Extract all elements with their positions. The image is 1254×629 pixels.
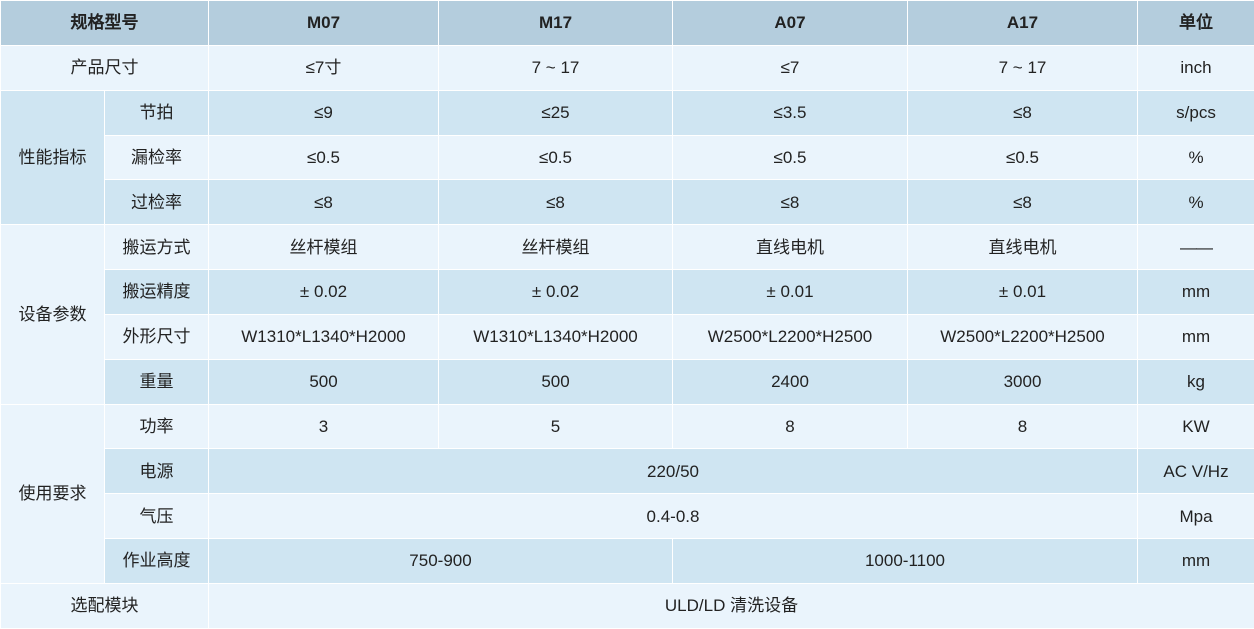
row-label-power: 功率 [104,403,209,450]
row-label-transfer-accuracy: 搬运精度 [104,269,209,315]
row-label-air-pressure: 气压 [104,493,209,540]
cell-miss-rate-unit: % [1137,134,1254,181]
table-row-working-height: 作业高度 750-900 1000-1100 mm [1,538,1254,584]
cell-transfer-accuracy-a17: ± 0.01 [907,269,1138,315]
cell-transfer-method-a17: 直线电机 [907,224,1138,271]
table-row-transfer-method: 设备参数 搬运方式 丝杆模组 丝杆模组 直线电机 直线电机 —— [0,224,1254,405]
cell-power-supply-unit: AC V/Hz [1137,448,1254,495]
cell-over-detect-rate-m17: ≤8 [438,179,673,226]
cell-weight-a17: 3000 [907,358,1138,405]
cell-cycle-time-a07: ≤3.5 [672,89,908,136]
cell-weight-m07: 500 [208,358,439,405]
cell-optional-module-value: ULD/LD 清洗设备 [208,582,1254,629]
cell-weight-a07: 2400 [672,358,908,405]
row-label-power-supply: 电源 [104,448,209,495]
cell-power-m17: 5 [438,403,673,450]
cell-transfer-method-m17: 丝杆模组 [438,224,673,271]
table-row-air-pressure: 气压 0.4-0.8 Mpa [1,493,1254,540]
cell-product-size-m17: 7 ~ 17 [438,44,673,91]
cell-over-detect-rate-a07: ≤8 [672,179,908,226]
table-row-dimensions: 外形尺寸 W1310*L1340*H2000 W1310*L1340*H2000… [1,313,1254,360]
header-spec-model: 规格型号 [0,0,209,46]
cell-product-size-m07: ≤7寸 [208,44,439,91]
category-usage: 使用要求 [0,403,105,584]
cell-over-detect-rate-a17: ≤8 [907,179,1138,226]
cell-miss-rate-a17: ≤0.5 [907,134,1138,181]
cell-miss-rate-m17: ≤0.5 [438,134,673,181]
cell-power-a17: 8 [907,403,1138,450]
cell-cycle-time-m07: ≤9 [208,89,439,136]
cell-transfer-accuracy-m17: ± 0.02 [438,269,673,315]
cell-dimensions-m17: W1310*L1340*H2000 [438,313,673,360]
cell-power-unit: KW [1137,403,1254,450]
cell-transfer-accuracy-m07: ± 0.02 [208,269,439,315]
cell-cycle-time-m17: ≤25 [438,89,673,136]
table-header-row: 规格型号 M07 M17 A07 A17 单位 [0,0,1254,46]
cell-transfer-method-unit: —— [1137,224,1254,271]
cell-working-height-right: 1000-1100 [672,538,1138,584]
cell-working-height-left: 750-900 [208,538,673,584]
cell-power-a07: 8 [672,403,908,450]
cell-transfer-method-m07: 丝杆模组 [208,224,439,271]
table-row-cycle-time: 性能指标 节拍 ≤9 ≤25 ≤3.5 ≤8 s/pcs [0,89,1254,226]
cell-dimensions-m07: W1310*L1340*H2000 [208,313,439,360]
cell-dimensions-unit: mm [1137,313,1254,360]
table-row-transfer-accuracy: 搬运精度 ± 0.02 ± 0.02 ± 0.01 ± 0.01 mm [1,269,1254,315]
cell-over-detect-rate-unit: % [1137,179,1254,226]
row-label-product-size: 产品尺寸 [0,44,209,91]
row-label-miss-rate: 漏检率 [104,134,209,181]
cell-dimensions-a17: W2500*L2200*H2500 [907,313,1138,360]
row-label-transfer-method: 搬运方式 [104,224,209,271]
cell-product-size-unit: inch [1137,44,1254,91]
cell-cycle-time-a17: ≤8 [907,89,1138,136]
table-row-weight: 重量 500 500 2400 3000 kg [1,358,1254,405]
cell-over-detect-rate-m07: ≤8 [208,179,439,226]
cell-cycle-time-unit: s/pcs [1137,89,1254,136]
table-row-miss-rate: 漏检率 ≤0.5 ≤0.5 ≤0.5 ≤0.5 % [1,134,1254,181]
cell-working-height-unit: mm [1137,538,1254,584]
row-label-cycle-time: 节拍 [104,89,209,136]
cell-air-pressure-value: 0.4-0.8 [208,493,1138,540]
cell-power-m07: 3 [208,403,439,450]
header-column-m17: M17 [438,0,673,46]
header-unit: 单位 [1137,0,1254,46]
header-column-m07: M07 [208,0,439,46]
table-row-power-supply: 电源 220/50 AC V/Hz [1,448,1254,495]
cell-miss-rate-a07: ≤0.5 [672,134,908,181]
cell-product-size-a17: 7 ~ 17 [907,44,1138,91]
row-label-optional-module: 选配模块 [0,582,209,629]
cell-power-supply-value: 220/50 [208,448,1138,495]
category-equipment: 设备参数 [0,224,105,405]
cell-miss-rate-m07: ≤0.5 [208,134,439,181]
cell-air-pressure-unit: Mpa [1137,493,1254,540]
cell-weight-m17: 500 [438,358,673,405]
table-row-over-detect-rate: 过检率 ≤8 ≤8 ≤8 ≤8 % [1,179,1254,226]
cell-weight-unit: kg [1137,358,1254,405]
cell-transfer-method-a07: 直线电机 [672,224,908,271]
header-column-a17: A17 [907,0,1138,46]
table-row-product-size: 产品尺寸 ≤7寸 7 ~ 17 ≤7 7 ~ 17 inch [0,44,1254,91]
row-label-weight: 重量 [104,358,209,405]
category-performance: 性能指标 [0,89,105,226]
row-label-dimensions: 外形尺寸 [104,313,209,360]
row-label-working-height: 作业高度 [104,538,209,584]
cell-transfer-accuracy-unit: mm [1137,269,1254,315]
cell-transfer-accuracy-a07: ± 0.01 [672,269,908,315]
row-label-over-detect-rate: 过检率 [104,179,209,226]
cell-product-size-a07: ≤7 [672,44,908,91]
table-row-power: 使用要求 功率 3 5 8 8 KW [0,403,1254,584]
header-column-a07: A07 [672,0,908,46]
cell-dimensions-a07: W2500*L2200*H2500 [672,313,908,360]
table-row-optional-module: 选配模块 ULD/LD 清洗设备 [0,582,1254,629]
